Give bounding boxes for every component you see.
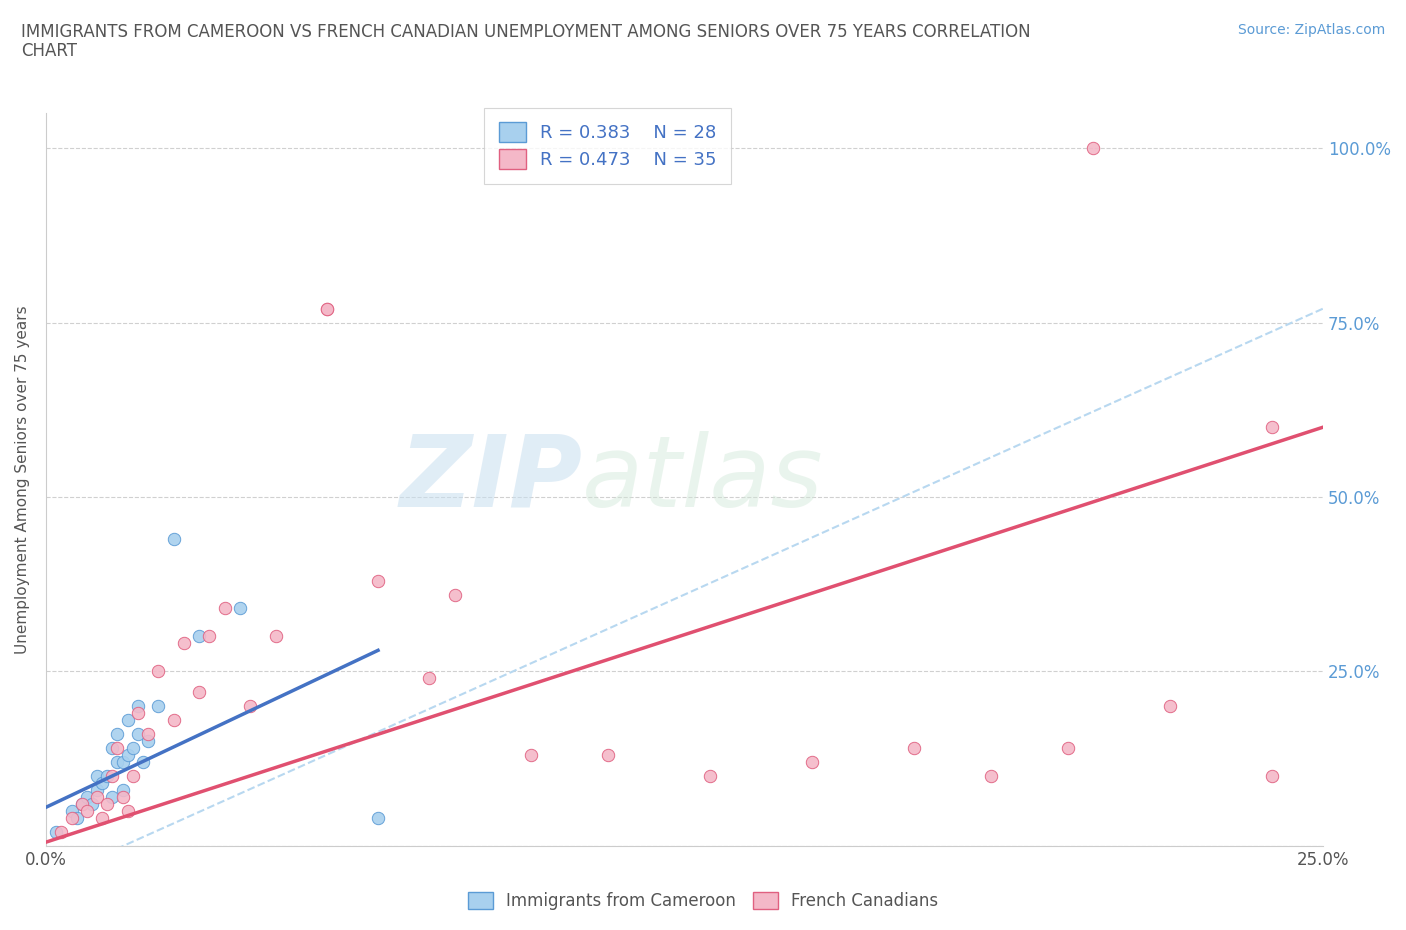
Point	[418, 671, 440, 685]
Point	[80, 796, 103, 811]
Point	[70, 796, 93, 811]
Point	[91, 776, 114, 790]
Y-axis label: Unemployment Among Seniors over 75 years: Unemployment Among Seniors over 75 years	[15, 305, 30, 654]
Text: ZIP: ZIP	[399, 431, 582, 528]
Point	[60, 810, 83, 825]
Point	[229, 601, 252, 616]
Point	[163, 712, 186, 727]
Point	[117, 748, 139, 763]
Point	[86, 790, 108, 804]
Point	[45, 824, 67, 839]
Point	[1261, 419, 1284, 434]
Point	[107, 754, 129, 769]
Point	[367, 573, 389, 588]
Point	[76, 790, 98, 804]
Point	[1083, 140, 1105, 155]
Point	[117, 712, 139, 727]
Point	[980, 768, 1002, 783]
Point	[121, 768, 143, 783]
Point	[214, 601, 236, 616]
Point	[111, 754, 134, 769]
Point	[239, 698, 262, 713]
Point	[198, 629, 221, 644]
Legend: R = 0.383    N = 28, R = 0.473    N = 35: R = 0.383 N = 28, R = 0.473 N = 35	[485, 108, 731, 183]
Point	[86, 768, 108, 783]
Legend: Immigrants from Cameroon, French Canadians: Immigrants from Cameroon, French Canadia…	[461, 885, 945, 917]
Point	[107, 740, 129, 755]
Point	[520, 748, 543, 763]
Text: IMMIGRANTS FROM CAMEROON VS FRENCH CANADIAN UNEMPLOYMENT AMONG SENIORS OVER 75 Y: IMMIGRANTS FROM CAMEROON VS FRENCH CANAD…	[21, 23, 1031, 41]
Point	[96, 768, 118, 783]
Point	[699, 768, 721, 783]
Point	[367, 810, 389, 825]
Point	[801, 754, 824, 769]
Point	[316, 301, 339, 316]
Text: CHART: CHART	[21, 42, 77, 60]
Point	[596, 748, 619, 763]
Point	[86, 782, 108, 797]
Point	[903, 740, 925, 755]
Point	[127, 698, 149, 713]
Point	[111, 790, 134, 804]
Point	[136, 734, 159, 749]
Text: atlas: atlas	[582, 431, 824, 528]
Point	[101, 768, 124, 783]
Point	[127, 726, 149, 741]
Point	[101, 740, 124, 755]
Point	[188, 629, 211, 644]
Point	[136, 726, 159, 741]
Point	[70, 796, 93, 811]
Point	[127, 706, 149, 721]
Point	[107, 726, 129, 741]
Point	[121, 740, 143, 755]
Point	[111, 782, 134, 797]
Point	[148, 698, 170, 713]
Text: Source: ZipAtlas.com: Source: ZipAtlas.com	[1237, 23, 1385, 37]
Point	[101, 790, 124, 804]
Point	[316, 301, 339, 316]
Point	[1261, 768, 1284, 783]
Point	[443, 587, 465, 602]
Point	[1159, 698, 1181, 713]
Point	[148, 664, 170, 679]
Point	[117, 804, 139, 818]
Point	[163, 531, 186, 546]
Point	[60, 804, 83, 818]
Point	[76, 804, 98, 818]
Point	[65, 810, 87, 825]
Point	[1056, 740, 1078, 755]
Point	[132, 754, 155, 769]
Point	[264, 629, 287, 644]
Point	[51, 824, 73, 839]
Point	[173, 636, 195, 651]
Point	[96, 796, 118, 811]
Point	[188, 684, 211, 699]
Point	[91, 810, 114, 825]
